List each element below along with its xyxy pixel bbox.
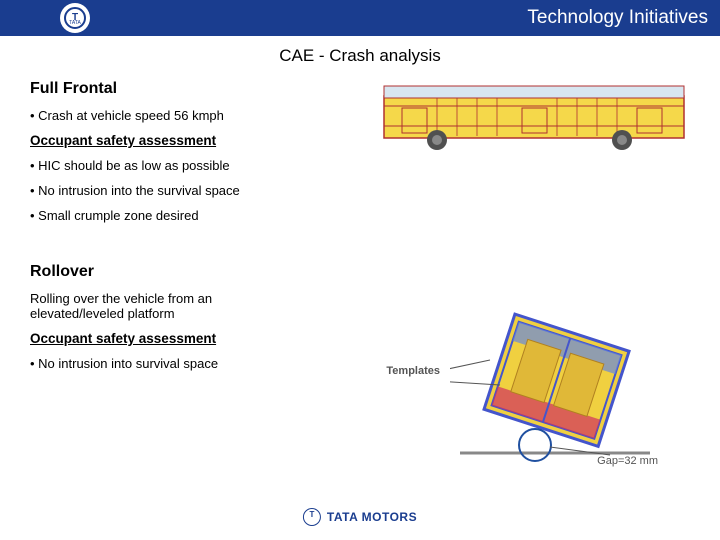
section2-desc: Rolling over the vehicle from an elevate… bbox=[30, 291, 280, 321]
rollover-illustration bbox=[450, 305, 660, 465]
logo-brand: TATA bbox=[66, 20, 84, 26]
section1-bullet3: • No intrusion into the survival space bbox=[30, 183, 360, 198]
section2-heading: Rollover bbox=[30, 263, 360, 281]
footer-logo: T TATA MOTORS bbox=[303, 508, 417, 526]
header-title: Technology Initiatives bbox=[527, 7, 708, 29]
footer-logo-icon: T bbox=[303, 508, 321, 526]
section-rollover: Rollover Rolling over the vehicle from a… bbox=[30, 263, 360, 371]
section1-heading: Full Frontal bbox=[30, 80, 360, 98]
section2-bullet1: • No intrusion into survival space bbox=[30, 356, 360, 371]
section1-bullet4: • Small crumple zone desired bbox=[30, 208, 360, 223]
header-bar: T TATA Technology Initiatives bbox=[0, 0, 720, 36]
section2-subheading: Occupant safety assessment bbox=[30, 331, 360, 346]
gap-label: Gap=32 mm bbox=[597, 455, 658, 467]
section1-bullet1: • Crash at vehicle speed 56 kmph bbox=[30, 108, 360, 123]
tata-logo-icon: T TATA bbox=[60, 3, 90, 33]
templates-label: Templates bbox=[386, 365, 440, 377]
text-column: Full Frontal • Crash at vehicle speed 56… bbox=[30, 80, 360, 371]
section1-subheading: Occupant safety assessment bbox=[30, 133, 360, 148]
section1-bullet2: • HIC should be as low as possible bbox=[30, 158, 360, 173]
footer-brand: TATA MOTORS bbox=[327, 510, 417, 524]
section-full-frontal: Full Frontal • Crash at vehicle speed 56… bbox=[30, 80, 360, 223]
bus-side-illustration bbox=[382, 78, 692, 153]
page-subtitle: CAE - Crash analysis bbox=[30, 46, 690, 66]
